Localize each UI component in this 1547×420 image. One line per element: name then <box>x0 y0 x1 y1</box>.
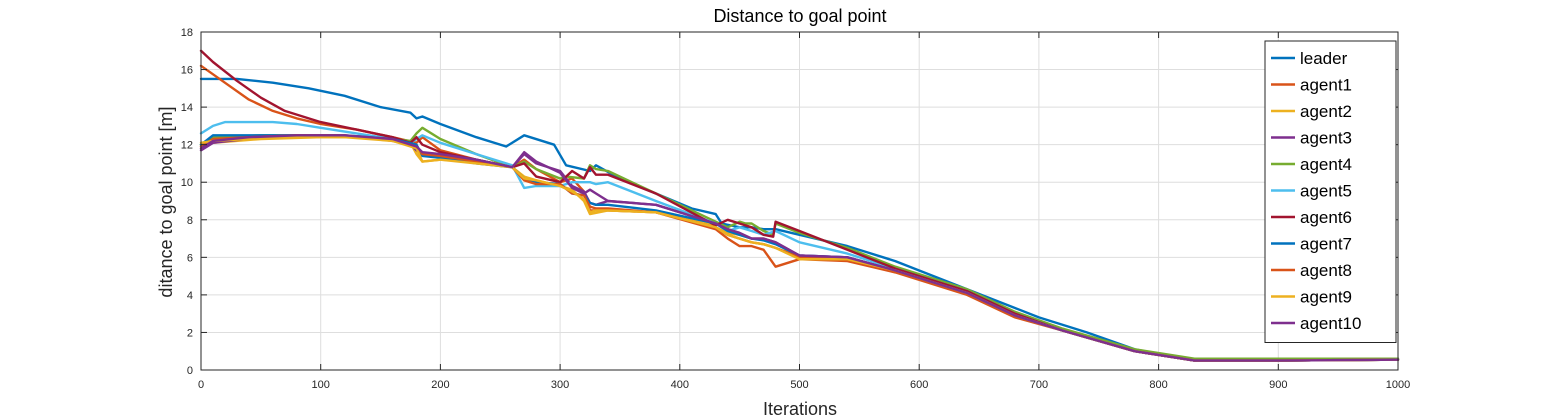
legend: leader agent1 agent2 agent3 agent4 agent5 agen… <box>1264 40 1397 343</box>
legend-label: agent2 <box>1300 102 1352 121</box>
x-tick-label: 100 <box>312 379 330 391</box>
x-tick-label: 900 <box>1269 379 1287 391</box>
x-tick-label: 500 <box>790 379 808 391</box>
legend-label: leader <box>1300 49 1348 68</box>
x-tick-label: 700 <box>1030 379 1048 391</box>
y-tick-label: 8 <box>187 215 193 227</box>
x-tick-label: 0 <box>198 379 204 391</box>
x-tick-label: 800 <box>1149 379 1167 391</box>
x-tick-label: 300 <box>551 379 569 391</box>
y-tick-label: 18 <box>181 27 193 39</box>
legend-label: agent3 <box>1300 129 1352 148</box>
y-axis-label: ditance to goal point [m] <box>156 106 176 297</box>
x-axis-label: Iterations <box>763 399 837 419</box>
y-tick-label: 2 <box>187 327 193 339</box>
y-tick-label: 12 <box>181 140 193 152</box>
x-tick-label: 400 <box>671 379 689 391</box>
legend-label: agent4 <box>1300 155 1352 174</box>
axis-ticks: 0 100 200 300 400 500 600 700 800 900 1000 0 2 4 6 8 10 1… <box>181 27 1410 391</box>
chart-title: Distance to goal point <box>713 6 886 26</box>
series-line-agent10 <box>199 134 1400 362</box>
y-tick-label: 14 <box>181 102 193 114</box>
legend-label: agent8 <box>1300 261 1352 280</box>
legend-label: agent10 <box>1300 314 1361 333</box>
series-lines <box>199 49 1400 362</box>
x-tick-label: 200 <box>431 379 449 391</box>
series-line-agent4 <box>199 126 1400 360</box>
y-tick-label: 4 <box>187 290 193 302</box>
y-tick-label: 6 <box>187 252 193 264</box>
legend-label: agent5 <box>1300 182 1352 201</box>
y-tick-label: 16 <box>181 65 193 77</box>
legend-label: agent7 <box>1300 235 1352 254</box>
x-tick-label: 600 <box>910 379 928 391</box>
series-line-agent6 <box>199 49 1400 362</box>
legend-label: agent9 <box>1300 288 1352 307</box>
legend-label: agent1 <box>1300 76 1352 95</box>
x-tick-label: 1000 <box>1386 379 1410 391</box>
y-tick-label: 0 <box>187 365 193 377</box>
series-line-leader <box>199 77 1400 360</box>
y-tick-label: 10 <box>181 177 193 189</box>
legend-label: agent6 <box>1300 208 1352 227</box>
